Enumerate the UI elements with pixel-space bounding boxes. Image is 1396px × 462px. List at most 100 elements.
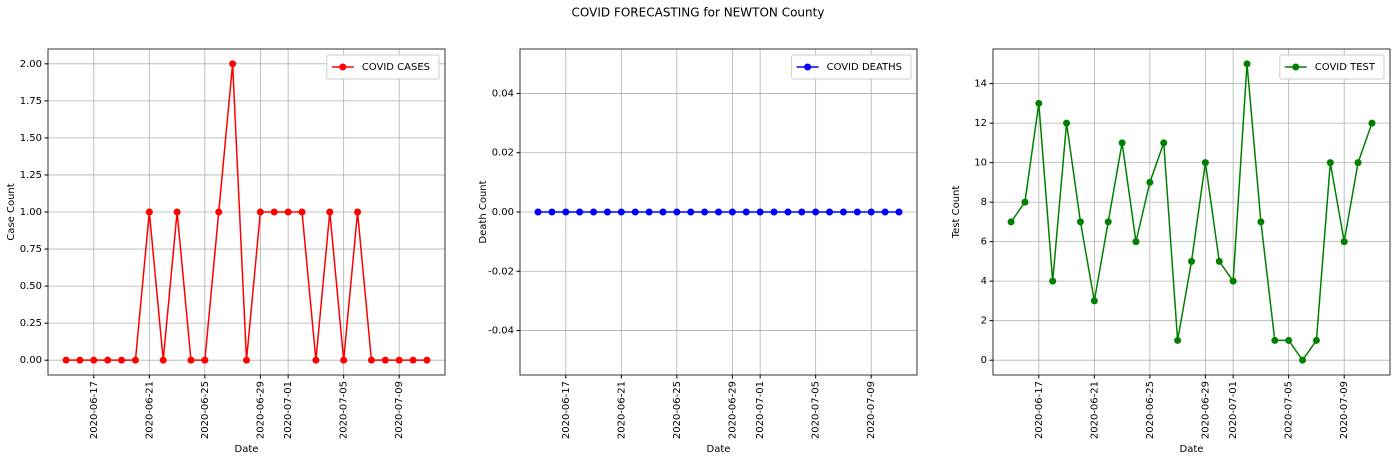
x-axis-label: Date: [1180, 444, 1204, 455]
y-axis-label: Test Count: [951, 186, 962, 240]
x-tick-label: 2020-06-29: [727, 381, 738, 439]
legend-label: COVID DEATHS: [827, 62, 902, 73]
point: [784, 208, 792, 216]
point: [1243, 60, 1251, 68]
point: [1174, 336, 1182, 344]
point: [826, 208, 834, 216]
point: [354, 208, 362, 216]
point: [1049, 277, 1057, 285]
point: [895, 208, 903, 216]
point: [1257, 218, 1265, 226]
point: [104, 356, 112, 364]
point: [381, 356, 389, 364]
point: [131, 356, 139, 364]
y-tick-label: 1.75: [20, 96, 42, 107]
point: [1104, 218, 1112, 226]
point: [770, 208, 778, 216]
point: [62, 356, 70, 364]
y-tick-label: 14: [974, 79, 987, 90]
point: [867, 208, 875, 216]
point: [270, 208, 278, 216]
point: [1090, 297, 1098, 305]
point: [340, 356, 348, 364]
y-tick-label: -0.02: [488, 266, 514, 277]
legend-box: [326, 54, 440, 80]
point: [284, 208, 292, 216]
x-tick-label: 2020-06-25: [672, 381, 683, 439]
point: [715, 208, 722, 216]
point: [367, 356, 375, 364]
point: [423, 356, 431, 364]
axes-frame: [519, 48, 918, 376]
point: [187, 356, 195, 364]
point: [881, 208, 889, 216]
point: [1312, 336, 1320, 344]
point: [1146, 178, 1154, 186]
point: [395, 356, 403, 364]
point: [201, 356, 209, 364]
x-tick-label: 2020-07-01: [755, 381, 766, 439]
point: [1118, 139, 1126, 147]
point: [1063, 119, 1071, 127]
point: [548, 208, 556, 216]
point: [1007, 218, 1015, 226]
x-axis-label: Date: [707, 444, 731, 455]
point: [1354, 159, 1362, 167]
point: [659, 208, 667, 216]
point: [1299, 356, 1307, 364]
point: [76, 356, 84, 364]
point: [1160, 139, 1168, 147]
y-tick-label: 0.04: [492, 88, 514, 99]
legend-marker: [339, 63, 347, 71]
x-tick-label: 2020-06-29: [255, 381, 266, 439]
point: [798, 208, 806, 216]
point: [256, 208, 264, 216]
y-tick-label: 0: [981, 355, 987, 366]
y-tick-label: 0.00: [492, 207, 514, 218]
point: [326, 208, 334, 216]
y-tick-label: -0.04: [488, 326, 514, 337]
x-tick-label: 2020-06-21: [1089, 381, 1100, 439]
x-tick-label: 2020-07-05: [1284, 381, 1295, 439]
point: [853, 208, 861, 216]
point: [1132, 238, 1140, 246]
point: [90, 356, 98, 364]
legend-box: [791, 54, 912, 80]
point: [1201, 159, 1209, 167]
point: [645, 208, 653, 216]
point: [812, 208, 820, 216]
x-tick-label: 2020-06-25: [1145, 381, 1156, 439]
point: [687, 208, 695, 216]
point: [617, 208, 625, 216]
legend: COVID DEATHS: [791, 54, 912, 80]
y-tick-label: 2.00: [20, 59, 42, 70]
point: [590, 208, 598, 216]
y-tick-label: 4: [981, 276, 987, 287]
point: [562, 208, 570, 216]
y-tick-label: 1.00: [20, 207, 42, 218]
y-tick-label: 6: [981, 237, 987, 248]
point: [312, 356, 320, 364]
point: [1285, 336, 1293, 344]
axes-frame: [47, 48, 446, 376]
point: [1326, 159, 1334, 167]
point: [576, 208, 584, 216]
point: [215, 208, 223, 216]
point: [603, 208, 611, 216]
legend-label: COVID CASES: [362, 62, 430, 73]
x-tick-label: 2020-06-17: [1034, 381, 1045, 439]
x-tick-label: 2020-06-21: [144, 381, 155, 439]
y-tick-label: 0.50: [20, 281, 42, 292]
y-tick-label: 8: [981, 197, 987, 208]
point: [118, 356, 126, 364]
point: [298, 208, 306, 216]
figure-title: COVID FORECASTING for NEWTON County: [572, 6, 825, 20]
x-tick-label: 2020-06-21: [616, 381, 627, 439]
point: [243, 356, 250, 364]
x-tick-label: 2020-06-29: [1200, 381, 1211, 439]
x-tick-label: 2020-07-05: [811, 381, 822, 439]
point: [1215, 257, 1223, 265]
point: [1271, 336, 1279, 344]
point: [1188, 257, 1195, 265]
point: [229, 60, 237, 68]
